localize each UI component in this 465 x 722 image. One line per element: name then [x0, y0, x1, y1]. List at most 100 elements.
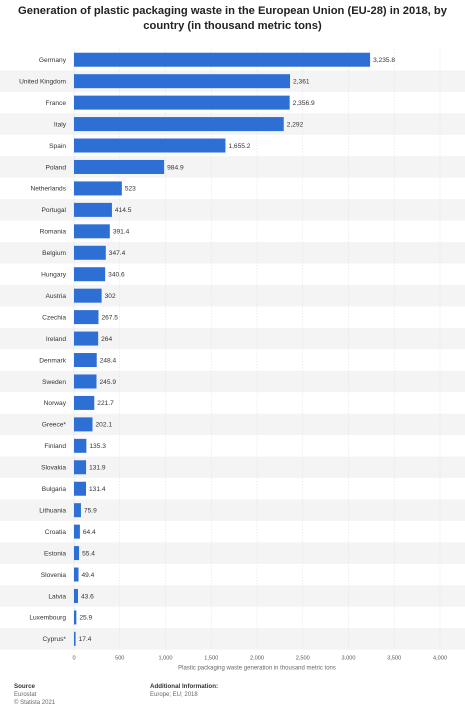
- category-label: Ireland: [46, 336, 66, 343]
- bar[interactable]: [74, 95, 290, 110]
- value-label: 347.4: [109, 250, 126, 257]
- category-label: Bulgaria: [42, 486, 67, 493]
- value-label: 2,292: [287, 121, 304, 128]
- category-label: Slovakia: [41, 465, 66, 472]
- value-label: 49.4: [82, 572, 95, 579]
- copyright-line: © Statista 2021: [14, 700, 56, 706]
- bar[interactable]: [74, 503, 81, 518]
- category-label: Hungary: [41, 272, 67, 279]
- value-label: 245.9: [99, 379, 116, 386]
- category-label: Estonia: [44, 550, 66, 557]
- bar[interactable]: [74, 567, 79, 582]
- x-tick-label: 4,000: [433, 656, 447, 662]
- bar[interactable]: [74, 138, 226, 153]
- bar[interactable]: [74, 245, 106, 260]
- source-line: Eurostat: [14, 692, 37, 698]
- bar[interactable]: [74, 524, 80, 539]
- x-tick-label: 3,000: [342, 656, 356, 662]
- bar[interactable]: [74, 288, 102, 303]
- category-label: Norway: [44, 400, 67, 407]
- category-label: Austria: [45, 293, 66, 300]
- additional-info-block: Additional Information: Europe; EU; 2018: [150, 683, 218, 699]
- bar[interactable]: [74, 374, 97, 389]
- row-stripe: [0, 327, 465, 350]
- value-labels: 3,235.8 2,361 2,356.9 2,292 1,655.2 984.9 523 4…: [79, 57, 396, 643]
- bar[interactable]: [74, 353, 97, 368]
- x-axis-label: Plastic packaging waste generation in th…: [178, 666, 336, 672]
- category-label: Belgium: [42, 250, 66, 257]
- bar[interactable]: [74, 438, 87, 453]
- bar[interactable]: [74, 481, 87, 496]
- bar-chart: Germany United Kingdom France Italy Spain Pol…: [0, 49, 465, 672]
- row-stripe: [0, 542, 465, 564]
- value-label: 17.4: [79, 636, 92, 643]
- category-label: Croatia: [45, 529, 67, 536]
- value-label: 43.6: [81, 593, 94, 600]
- category-label: France: [45, 100, 66, 107]
- row-stripe: [0, 242, 465, 264]
- value-label: 135.3: [89, 443, 106, 450]
- category-label: United Kingdom: [19, 78, 66, 85]
- row-stripe: [0, 156, 465, 178]
- bar[interactable]: [74, 417, 93, 432]
- value-label: 302: [105, 293, 116, 300]
- value-label: 248.4: [100, 357, 117, 364]
- bar[interactable]: [74, 588, 78, 603]
- bar[interactable]: [74, 331, 99, 346]
- category-label: Cyprus*: [43, 636, 67, 643]
- row-stripes: [0, 70, 465, 650]
- source-block: Source Eurostat © Statista 2021: [14, 683, 55, 707]
- chart-title: Generation of plastic packaging waste in…: [18, 5, 447, 32]
- value-label: 202.1: [95, 422, 112, 429]
- bar[interactable]: [74, 117, 284, 132]
- category-label: Germany: [39, 57, 67, 64]
- bars: [74, 52, 371, 646]
- bar[interactable]: [74, 159, 165, 174]
- bar[interactable]: [74, 546, 80, 561]
- bar[interactable]: [74, 460, 87, 475]
- category-label: Romania: [40, 229, 67, 236]
- bar[interactable]: [74, 310, 99, 325]
- value-label: 267.5: [101, 314, 118, 321]
- x-tick-label: 500: [115, 656, 124, 662]
- value-label: 2,361: [293, 78, 310, 85]
- x-tick-labels: 0 500 1,000 1,500 2,000 2,500 3,000 3,500 4,000: [72, 656, 447, 662]
- bar[interactable]: [74, 52, 371, 67]
- category-label: Netherlands: [30, 186, 66, 193]
- bar[interactable]: [74, 610, 77, 625]
- value-label: 2,356.9: [293, 100, 315, 107]
- category-label: Latvia: [48, 593, 66, 600]
- value-label: 414.5: [115, 207, 132, 214]
- bar[interactable]: [74, 224, 110, 239]
- value-label: 25.9: [79, 615, 92, 622]
- bar[interactable]: [74, 631, 76, 646]
- category-label: Sweden: [42, 379, 66, 386]
- value-label: 75.9: [84, 507, 97, 514]
- x-tick-label: 1,000: [159, 656, 173, 662]
- row-stripe: [0, 413, 465, 436]
- category-label: Spain: [49, 143, 66, 150]
- bar[interactable]: [74, 181, 122, 196]
- row-stripe: [0, 585, 465, 607]
- value-label: 523: [125, 186, 136, 193]
- category-label: Denmark: [39, 357, 66, 364]
- category-label: Greece*: [42, 422, 67, 429]
- category-label: Portugal: [41, 207, 66, 214]
- row-stripe: [0, 199, 465, 221]
- bar[interactable]: [74, 267, 106, 282]
- category-labels: Germany United Kingdom France Italy Spain Pol…: [19, 57, 67, 643]
- row-stripe: [0, 284, 465, 307]
- bar[interactable]: [74, 395, 95, 410]
- value-label: 131.4: [89, 486, 106, 493]
- value-label: 984.9: [167, 164, 184, 171]
- value-label: 64.4: [83, 529, 96, 536]
- category-label: Poland: [45, 164, 66, 171]
- bar[interactable]: [74, 202, 112, 217]
- category-label: Lithuania: [39, 507, 66, 514]
- row-stripe: [0, 370, 465, 393]
- x-tick-label: 2,500: [296, 656, 310, 662]
- row-stripe: [0, 456, 465, 478]
- value-label: 131.9: [89, 465, 106, 472]
- x-tick-label: 3,500: [387, 656, 401, 662]
- bar[interactable]: [74, 74, 291, 89]
